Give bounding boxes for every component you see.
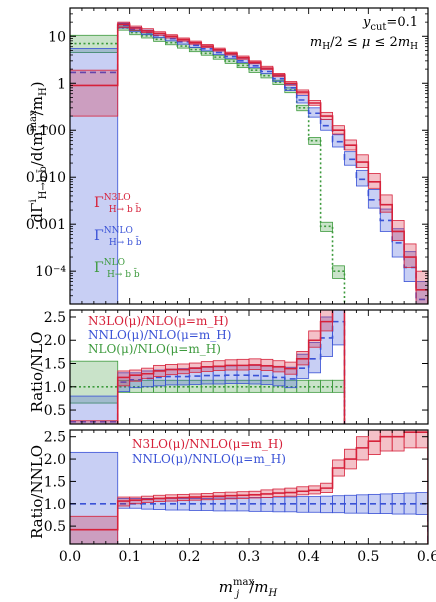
ytick-label-0-5: 10⁻⁴ <box>35 264 66 280</box>
band-0-1-22 <box>367 189 381 209</box>
line-1-0 <box>116 310 346 424</box>
band-0-2-6 <box>176 43 190 49</box>
band-1-0-17 <box>308 330 321 348</box>
legend-nnlo-over-nlo: NNLO(μ)/NLO(μ=m_H) <box>88 328 231 342</box>
ytick-label-0-1: 1 <box>57 76 66 92</box>
band-0-1-20 <box>344 151 357 166</box>
band-0-1-18 <box>320 119 333 131</box>
plot-area-0 <box>70 21 428 304</box>
xtick-label-2: 0.2 <box>178 549 200 565</box>
legend-n3lo: ΓN3LO H→ b b̄ <box>94 193 142 215</box>
band-1-0-19 <box>332 310 345 311</box>
ytick-label-0-0: 10 <box>48 29 66 45</box>
ytick-label-0-3: 0.010 <box>26 170 66 186</box>
xtick-label-4: 0.4 <box>298 549 320 565</box>
band-0-2-12 <box>248 67 262 73</box>
xtick-label-1: 0.1 <box>119 549 141 565</box>
ytick-label-2-0: 0.5 <box>44 519 66 535</box>
band-0-2-10 <box>224 58 238 64</box>
legend-nlo-over-nlo: NLO(μ)/NLO(μ=m_H) <box>88 342 221 356</box>
band-1-2-16 <box>296 379 310 393</box>
distribution-legend: ΓN3LO H→ b b̄ ΓNNLO H→ b b̄ ΓNLO H→ b b̄ <box>94 193 142 280</box>
band-0-0-25 <box>403 243 417 268</box>
legend-nnlo-over-nnlo: NNLO(μ)/NNLO(μ=m_H) <box>132 452 286 466</box>
band-1-0-18 <box>320 310 333 332</box>
line-2-0 <box>70 431 428 544</box>
band-0-1-19 <box>332 134 345 148</box>
band-0-1-0 <box>70 48 119 304</box>
ytick-label-1-1: 1.0 <box>44 380 66 396</box>
xtick-label-3: 0.3 <box>238 549 260 565</box>
legend-n3lo-over-nnlo: N3LO(μ)/NNLO(μ=m_H) <box>132 437 283 451</box>
line-2-1 <box>70 502 428 544</box>
band-0-2-8 <box>200 51 214 56</box>
ratio-nlo-panel: 0.5 1.0 1.5 2.0 2.5 <box>44 309 429 425</box>
line-0-0 <box>70 23 428 304</box>
band-1-0-13 <box>260 358 274 371</box>
band-0-2-16 <box>296 104 310 112</box>
y-axis-label-ratio-nlo: Ratio/NLO <box>28 332 46 413</box>
line-0-2 <box>70 27 346 304</box>
ytick-label-0-2: 0.100 <box>26 123 66 139</box>
band-0-2-18 <box>320 221 333 232</box>
band-1-1-19 <box>332 310 345 346</box>
band-0-2-19 <box>332 265 345 279</box>
ytick-label-1-4: 2.5 <box>44 310 66 326</box>
ratio-nlo-legend: N3LO(μ)/NLO(μ=m_H) NNLO(μ)/NLO(μ=m_H) NL… <box>88 314 231 356</box>
y-axis-label-distribution: dΓiH→b b̄/d(mmaxj/mH) <box>28 81 49 222</box>
ycut-annotation: ycut=0.1 <box>362 15 418 33</box>
ytick-label-1-3: 2.0 <box>44 333 66 349</box>
ytick-label-2-4: 2.5 <box>44 430 66 446</box>
distribution-panel: 10 1 0.100 0.010 0.001 10⁻⁴ <box>26 7 429 305</box>
ratio-nnlo-panel: 0.5 1.0 1.5 2.0 2.5 0.0 0.1 0.2 0.3 0.4 0.5 0.6 <box>44 429 436 565</box>
band-0-2-13 <box>260 73 274 79</box>
legend-nnlo: ΓNNLO H→ b b̄ <box>94 226 142 248</box>
band-0-1-21 <box>355 169 369 187</box>
band-1-2-19 <box>332 379 345 393</box>
band-1-0-1 <box>117 370 131 387</box>
band-0-0-21 <box>355 154 369 169</box>
band-0-0-0 <box>70 69 119 117</box>
legend-n3lo-over-nlo: N3LO(μ)/NLO(μ=m_H) <box>88 314 229 328</box>
ytick-label-0-4: 0.001 <box>26 217 66 233</box>
scale-range-annotation: mH/2 ≤ μ ≤ 2mH <box>310 35 418 52</box>
legend-nlo: ΓNLO H→ b b̄ <box>94 258 140 280</box>
band-2-0-25 <box>403 430 417 449</box>
band-0-0-22 <box>367 173 381 189</box>
ytick-label-2-3: 2.0 <box>44 452 66 468</box>
ytick-label-2-1: 1.0 <box>44 497 66 513</box>
series-0-1 <box>70 22 428 304</box>
series-0-0 <box>70 21 428 304</box>
xtick-label-0: 0.0 <box>59 549 81 565</box>
band-2-0-22 <box>367 430 381 455</box>
band-2-0-26 <box>415 430 428 449</box>
y-axis-label-ratio-nnlo: Ratio/NNLO <box>28 445 46 539</box>
ytick-label-2-2: 1.5 <box>44 474 66 490</box>
series-2-0 <box>70 430 428 544</box>
ytick-label-1-2: 1.5 <box>44 357 66 373</box>
xtick-label-5: 0.5 <box>357 549 379 565</box>
ytick-label-1-0: 0.5 <box>44 403 66 419</box>
x-axis-label: mmax j/mH <box>219 577 278 600</box>
band-1-1-0 <box>70 395 119 424</box>
band-0-0-24 <box>391 220 405 241</box>
band-0-2-17 <box>308 137 321 145</box>
ratio-nnlo-legend: N3LO(μ)/NNLO(μ=m_H) NNLO(μ)/NNLO(μ=m_H) <box>132 437 286 466</box>
band-0-0-23 <box>379 194 393 213</box>
xtick-label-6: 0.6 <box>417 549 436 565</box>
